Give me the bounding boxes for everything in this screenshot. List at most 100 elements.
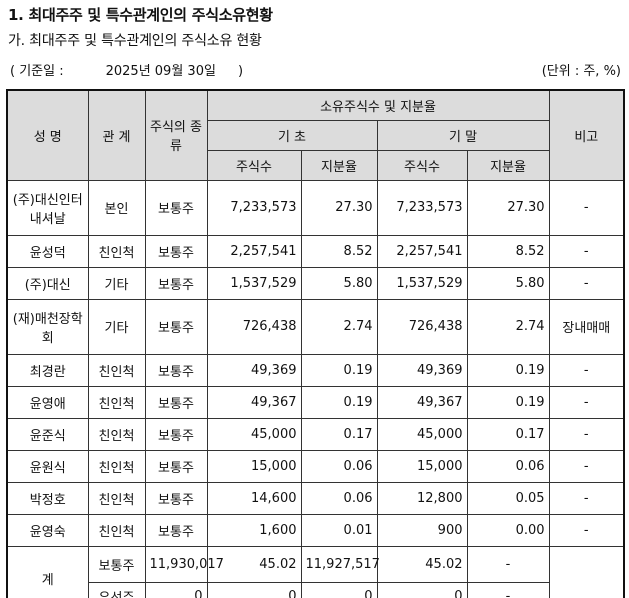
cell-name: 최경란: [6, 353, 89, 387]
basis-date: ( 기준일 : 2025년 09월 30일): [10, 60, 243, 79]
cell-begin-shares: 7,233,573: [206, 179, 302, 236]
total-type: 보통주: [87, 545, 146, 583]
cell-relation: 친인척: [87, 417, 146, 451]
total-end-shares: 11,927,517: [300, 545, 380, 583]
cell-end-shares: 7,233,573: [376, 179, 468, 236]
cell-note: -: [548, 449, 625, 483]
header-begin: 기 초: [206, 119, 378, 151]
cell-note: 장내매매: [548, 298, 625, 355]
table-row: 윤영숙 친인척 보통주 1,600 0.01 900 0.00-: [6, 513, 625, 547]
cell-relation: 친인척: [87, 513, 146, 547]
total-end-ratio: 0: [376, 581, 468, 598]
cell-end-ratio: 0.00: [466, 513, 550, 547]
cell-begin-shares: 1,537,529: [206, 266, 302, 300]
cell-relation: 친인척: [87, 481, 146, 515]
table-row: (재)매천장학회 기타 보통주 726,438 2.74 726,438 2.74 장내매매: [6, 298, 625, 355]
table-body: (주)대신인터내셔날 본인 보통주 7,233,573 27.30 7,233,573 27…: [6, 179, 625, 547]
cell-relation: 기타: [87, 298, 146, 355]
cell-end-ratio: 0.19: [466, 385, 550, 419]
cell-begin-ratio: 8.52: [300, 234, 378, 268]
cell-note: -: [548, 385, 625, 419]
cell-begin-ratio: 0.19: [300, 385, 378, 419]
header-begin-shares: 주식수: [206, 149, 302, 181]
total-end-ratio: 45.02: [376, 545, 468, 583]
cell-relation: 기타: [87, 266, 146, 300]
cell-stock-type: 보통주: [144, 513, 208, 547]
cell-begin-shares: 49,367: [206, 385, 302, 419]
cell-begin-ratio: 0.19: [300, 353, 378, 387]
table-row: 윤성덕 친인척 보통주 2,257,541 8.52 2,257,541 8.52-: [6, 234, 625, 268]
section-title: 1. 최대주주 및 특수관계인의 주식소유현황: [8, 6, 273, 24]
header-end-shares: 주식수: [376, 149, 468, 181]
cell-begin-shares: 2,257,541: [206, 234, 302, 268]
total-note: -: [466, 545, 550, 583]
total-row-preferred: 우선주 0 0 0 0 -: [7, 581, 624, 598]
cell-end-shares: 2,257,541: [376, 234, 468, 268]
cell-end-shares: 12,800: [376, 481, 468, 515]
table-row: 윤원식 친인척 보통주 15,000 0.06 15,000 0.06-: [6, 449, 625, 483]
cell-stock-type: 보통주: [144, 417, 208, 451]
cell-begin-shares: 49,369: [206, 353, 302, 387]
header-end-ratio: 지분율: [466, 149, 550, 181]
table-row: 윤영애 친인척 보통주 49,367 0.19 49,367 0.19-: [6, 385, 625, 419]
cell-end-ratio: 2.74: [466, 298, 550, 355]
cell-end-ratio: 0.17: [466, 417, 550, 451]
header-begin-ratio: 지분율: [300, 149, 378, 181]
cell-end-shares: 726,438: [376, 298, 468, 355]
cell-stock-type: 보통주: [144, 481, 208, 515]
table-row: (주)대신인터내셔날 본인 보통주 7,233,573 27.30 7,233,573 27…: [6, 179, 625, 236]
total-label: 계: [6, 545, 89, 598]
total-type: 우선주: [87, 581, 146, 598]
cell-end-shares: 49,369: [376, 353, 468, 387]
basis-date-value: 2025년 09월 30일: [105, 64, 216, 79]
cell-begin-shares: 15,000: [206, 449, 302, 483]
table-row: 박정호 친인척 보통주 14,600 0.06 12,800 0.05-: [6, 481, 625, 515]
table-total: 계 보통주 11,930,017 45.02 11,927,517 45.02 …: [6, 545, 624, 598]
header-ownership: 소유주식수 및 지분율: [206, 89, 550, 121]
unit-label: (단위 : 주, %): [541, 64, 621, 79]
header-relation: 관 계: [87, 89, 146, 181]
cell-begin-ratio: 0.17: [300, 417, 378, 451]
cell-end-shares: 15,000: [376, 449, 468, 483]
cell-note: -: [548, 234, 625, 268]
ownership-table: 성 명 관 계 주식의 종류 소유주식수 및 지분율 비고 기 초 기 말 주식…: [6, 89, 626, 598]
cell-relation: 본인: [87, 179, 146, 236]
basis-open: ( 기준일 :: [10, 64, 64, 79]
total-begin-ratio: 45.02: [206, 545, 302, 583]
cell-relation: 친인척: [87, 449, 146, 483]
cell-name: (주)대신인터내셔날: [6, 179, 89, 236]
cell-note: -: [548, 179, 625, 236]
cell-note: -: [548, 513, 625, 547]
header-note: 비고: [548, 89, 625, 181]
cell-note: -: [548, 417, 625, 451]
header-end: 기 말: [376, 119, 550, 151]
cell-begin-ratio: 0.06: [300, 481, 378, 515]
cell-name: (재)매천장학회: [6, 298, 89, 355]
cell-end-ratio: 0.19: [466, 353, 550, 387]
cell-note: -: [548, 266, 625, 300]
total-begin-shares: 11,930,017: [144, 545, 224, 583]
cell-name: 윤영애: [6, 385, 89, 419]
cell-name: 윤원식: [6, 449, 89, 483]
subsection-title: 가. 최대주주 및 특수관계인의 주식소유 현황: [8, 33, 262, 49]
cell-name: 윤영숙: [6, 513, 89, 547]
cell-name: 윤준식: [6, 417, 89, 451]
cell-relation: 친인척: [87, 385, 146, 419]
cell-stock-type: 보통주: [144, 449, 208, 483]
cell-end-ratio: 5.80: [466, 266, 550, 300]
cell-stock-type: 보통주: [144, 234, 208, 268]
cell-end-ratio: 27.30: [466, 179, 550, 236]
cell-end-shares: 1,537,529: [376, 266, 468, 300]
basis-close: ): [237, 64, 244, 79]
table-header: 성 명 관 계 주식의 종류 소유주식수 및 지분율 비고 기 초 기 말 주식…: [6, 89, 625, 181]
cell-begin-ratio: 2.74: [300, 298, 378, 355]
cell-name: 박정호: [6, 481, 89, 515]
cell-stock-type: 보통주: [144, 298, 208, 355]
cell-begin-ratio: 0.01: [300, 513, 378, 547]
table-row: 윤준식 친인척 보통주 45,000 0.17 45,000 0.17-: [6, 417, 625, 451]
cell-stock-type: 보통주: [144, 179, 208, 236]
cell-end-ratio: 0.05: [466, 481, 550, 515]
cell-begin-shares: 1,600: [206, 513, 302, 547]
cell-name: (주)대신: [6, 266, 89, 300]
cell-begin-shares: 726,438: [206, 298, 302, 355]
